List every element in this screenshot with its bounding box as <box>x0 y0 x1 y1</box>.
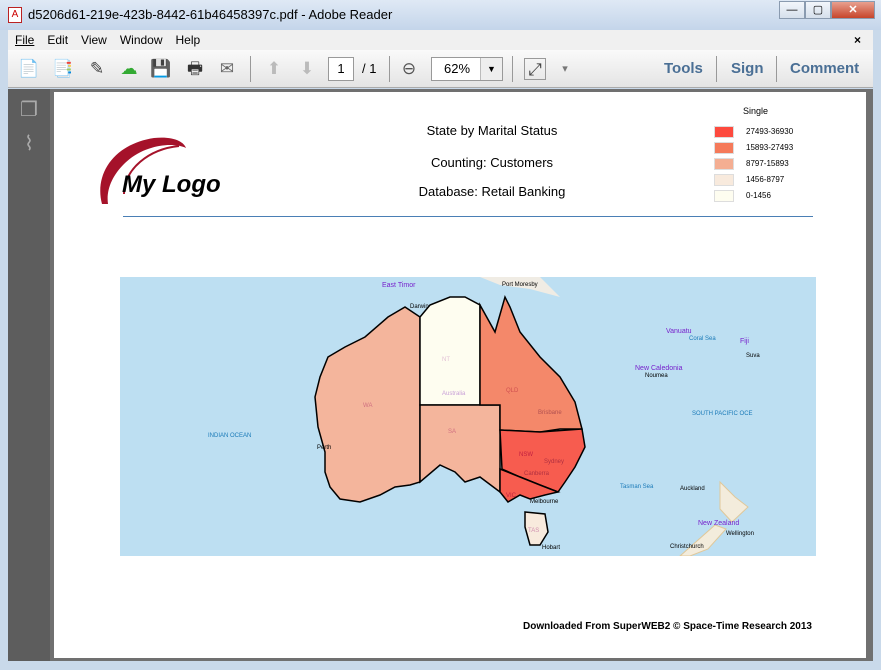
report-counting: Counting: Customers <box>430 155 554 170</box>
report-footer: Downloaded From SuperWEB2 © Space-Time R… <box>523 621 812 632</box>
map-label: Sydney <box>544 459 564 465</box>
legend-swatch <box>714 174 734 186</box>
legend-swatch <box>714 142 734 154</box>
legend-swatch <box>714 190 734 202</box>
minimize-button[interactable]: — <box>779 1 805 19</box>
next-page-icon[interactable]: ⬇ <box>299 59 315 78</box>
map-label: Brisbane <box>538 410 562 416</box>
legend-item: 8797-15893 <box>714 158 834 170</box>
legend-item: 1456-8797 <box>714 174 834 186</box>
map-label: New Zealand <box>698 520 739 527</box>
print-icon[interactable]: 🖶 <box>186 59 204 78</box>
pages-icon[interactable]: ❐ <box>20 99 38 121</box>
legend-item: 27493-36930 <box>714 126 834 138</box>
comment-button[interactable]: Comment <box>790 60 860 77</box>
state-label: QLD <box>506 388 519 394</box>
create-pdf-icon[interactable]: 📄 <box>18 59 40 78</box>
page-total: / 1 <box>362 61 377 76</box>
save-icon[interactable]: 💾 <box>150 59 172 78</box>
legend-title: Single <box>743 106 769 116</box>
title-bar: A d5206d61-219e-423b-8442-61b46458397c.p… <box>0 0 881 30</box>
fit-page-icon[interactable]: ⤢ <box>524 58 546 80</box>
map-label: INDIAN OCEAN <box>208 433 251 439</box>
choropleth-map[interactable]: East Timor Darwin Australia NT WA SA QLD… <box>120 277 816 556</box>
legend-item: 0-1456 <box>714 190 834 202</box>
cloud-upload-icon[interactable]: ☁ <box>120 59 138 78</box>
map-label: Tasman Sea <box>620 484 654 490</box>
navigation-pane: ❐ ⌇ <box>8 89 50 661</box>
map-label: Melbourne <box>530 499 559 505</box>
page-number-input[interactable]: 1 <box>328 57 354 81</box>
toolbar: 📄 📑 ✎ ☁ 💾 🖶 ✉ ⬆ ⬇ 1 / 1 ⊖ 62% ▼ ⤢ ▾ Tools… <box>8 50 873 88</box>
legend-swatch <box>714 126 734 138</box>
logo: My Logo <box>100 137 221 204</box>
edit-document-icon[interactable]: ✎ <box>89 59 105 78</box>
zoom-out-icon[interactable]: ⊖ <box>401 59 417 78</box>
map-label: Wellington <box>726 531 754 537</box>
report-database: Database: Retail Banking <box>418 184 566 199</box>
map-label: Auckland <box>680 486 705 492</box>
map-label: Christchurch <box>670 544 704 550</box>
previous-page-icon[interactable]: ⬆ <box>266 59 282 78</box>
menu-file[interactable]: File <box>15 33 35 47</box>
menu-help[interactable]: Help <box>175 33 201 47</box>
map-label: New Caledonia <box>635 365 683 372</box>
header-divider <box>123 216 813 217</box>
state-label: SA <box>448 429 456 435</box>
state-qld[interactable] <box>479 294 583 433</box>
map-label: SOUTH PACIFIC OCE <box>692 411 753 417</box>
tools-button[interactable]: Tools <box>664 60 703 77</box>
menu-window[interactable]: Window <box>119 33 163 47</box>
more-tools-icon[interactable]: ▾ <box>562 63 568 75</box>
state-label: TAS <box>528 528 539 534</box>
window-title: d5206d61-219e-423b-8442-61b46458397c.pdf… <box>28 7 393 22</box>
close-document-button[interactable]: × <box>853 33 861 47</box>
svg-text:My Logo: My Logo <box>122 171 221 198</box>
new-zealand-landmass <box>679 480 749 556</box>
attachments-icon[interactable]: ⌇ <box>24 133 34 155</box>
combine-files-icon[interactable]: 📑 <box>52 59 74 78</box>
map-label: Canberra <box>524 471 550 477</box>
state-label: WA <box>363 403 372 409</box>
zoom-input[interactable]: 62% ▼ <box>431 57 503 81</box>
report-title: State by Marital Status <box>426 123 558 138</box>
map-label: Fiji <box>740 338 749 345</box>
close-button[interactable]: ✕ <box>831 1 875 19</box>
state-tas[interactable] <box>524 511 549 546</box>
state-label: VIC <box>506 493 517 499</box>
map-label: Australia <box>442 391 466 397</box>
map-label: Coral Sea <box>689 336 716 342</box>
state-vic[interactable] <box>499 467 561 503</box>
state-nt[interactable] <box>419 296 481 406</box>
map-label: Hobart <box>542 545 560 551</box>
menu-edit[interactable]: Edit <box>47 33 69 47</box>
map-label: Darwin <box>410 304 429 310</box>
png-landmass <box>480 277 560 297</box>
state-sa[interactable] <box>419 404 501 494</box>
state-label: NSW <box>519 452 533 458</box>
legend-item: 15893-27493 <box>714 142 834 154</box>
state-label: NT <box>442 357 450 363</box>
pdf-page: My Logo State by Marital Status Counting… <box>54 92 866 658</box>
zoom-value: 62% <box>444 61 471 76</box>
zoom-dropdown-icon[interactable]: ▼ <box>480 58 502 80</box>
map-label: East Timor <box>382 282 416 289</box>
map-label: Vanuatu <box>666 328 692 335</box>
email-icon[interactable]: ✉ <box>219 59 235 78</box>
legend-swatch <box>714 158 734 170</box>
map-label: Port Moresby <box>502 282 538 288</box>
pdf-icon: A <box>8 7 22 23</box>
state-wa[interactable] <box>314 306 421 503</box>
menu-bar: File Edit View Window Help × <box>8 30 873 50</box>
map-label: Perth <box>317 445 331 451</box>
maximize-button[interactable]: ▢ <box>805 1 831 19</box>
menu-view[interactable]: View <box>81 33 107 47</box>
sign-button[interactable]: Sign <box>731 60 764 77</box>
map-label: Suva <box>746 353 760 359</box>
map-label: Noumea <box>645 373 668 379</box>
status-bar <box>8 661 873 670</box>
